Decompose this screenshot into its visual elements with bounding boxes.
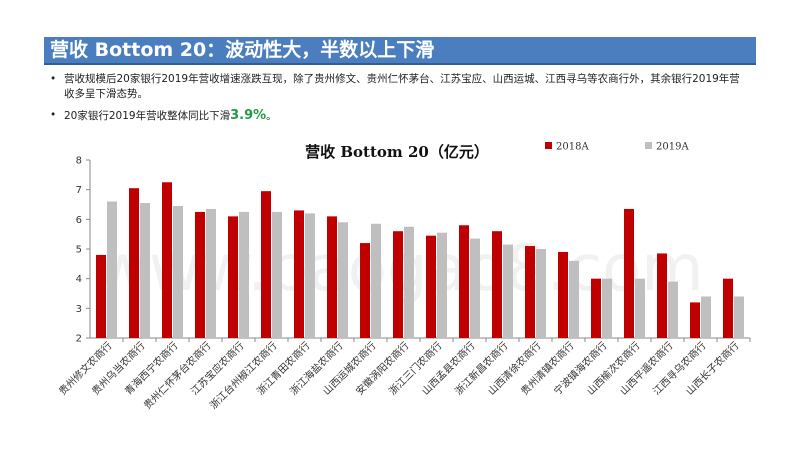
bar-2019A-19 [701,296,711,338]
bar-2019A-11 [437,232,447,338]
bar-2019A-5 [239,211,249,338]
bar-2019A-14 [536,249,546,338]
bar-2018A-7 [294,210,304,338]
bar-2019A-13 [503,244,513,338]
bar-2018A-18 [657,253,667,338]
bar-2018A-12 [459,225,469,338]
bullet-item-1: • 营收规模后20家银行2019年营收增速涨跌互现，除了贵州修文、贵州仁怀茅台、… [48,72,748,102]
bar-2018A-17 [624,208,634,338]
legend-swatch-2018A [545,142,552,149]
bar-2019A-2 [140,203,150,338]
bar-2019A-7 [305,213,315,338]
bar-2018A-15 [558,251,568,338]
highlight-value: 3.9% [230,108,267,123]
bar-2019A-10 [404,226,414,338]
bar-2018A-6 [261,191,271,338]
legend-label-2018A: 2018A [556,142,589,153]
bar-2018A-14 [525,246,535,338]
bar-2019A-9 [371,223,381,338]
title-underline [44,63,756,65]
bar-2018A-5 [228,216,238,338]
bar-2018A-20 [723,278,733,338]
legend-label-2019A: 2019A [656,142,689,153]
bar-2019A-12 [470,238,480,338]
bar-2018A-3 [162,182,172,338]
y-tick-label: 7 [76,185,82,196]
bar-2018A-13 [492,231,502,338]
y-tick-label: 2 [76,334,82,345]
bar-2019A-18 [668,281,678,338]
bullet-text-1: 营收规模后20家银行2019年营收增速涨跌互现，除了贵州修文、贵州仁怀茅台、江苏… [64,73,740,100]
bullet-dot-icon: • [50,73,57,85]
bar-2018A-19 [690,302,700,338]
bar-2019A-8 [338,222,348,338]
y-tick-label: 8 [76,156,82,167]
chart-title: 营收 Bottom 20（亿元） [305,143,489,161]
bar-2019A-16 [602,278,612,338]
title-bar: 营收 Bottom 20：波动性大，半数以上下滑 [44,37,756,65]
y-tick-label: 6 [76,215,82,226]
bullet-dot-icon: • [50,109,57,121]
x-category-label: 山西长子农商行 [683,339,742,398]
bullet-item-2: • 20家银行2019年营收整体同比下滑3.9%。 [48,108,748,124]
bar-2018A-16 [591,278,601,338]
bar-2018A-4 [195,211,205,338]
bullet-text-2-prefix: 20家银行2019年营收整体同比下滑 [64,110,231,122]
bar-2019A-3 [173,205,183,338]
bar-2018A-2 [129,188,139,338]
bullet-text-2-suffix: 。 [266,110,277,122]
bar-2018A-10 [393,231,403,338]
bar-2019A-15 [569,260,579,338]
bar-2018A-1 [96,254,106,338]
page-title: 营收 Bottom 20：波动性大，半数以上下滑 [50,39,435,61]
y-tick-label: 4 [76,274,82,285]
bar-2018A-11 [426,235,436,338]
bar-2019A-1 [107,201,117,338]
y-tick-label: 5 [76,245,82,256]
bullet-list: • 营收规模后20家银行2019年营收增速涨跌互现，除了贵州修文、贵州仁怀茅台、… [48,72,748,130]
y-tick-label: 3 [76,304,82,315]
bar-2018A-8 [327,216,337,338]
bar-2019A-17 [635,278,645,338]
legend-swatch-2019A [645,142,652,149]
bar-2019A-20 [734,296,744,338]
bar-2019A-4 [206,208,216,338]
bar-2019A-6 [272,211,282,338]
bar-2018A-9 [360,243,370,338]
